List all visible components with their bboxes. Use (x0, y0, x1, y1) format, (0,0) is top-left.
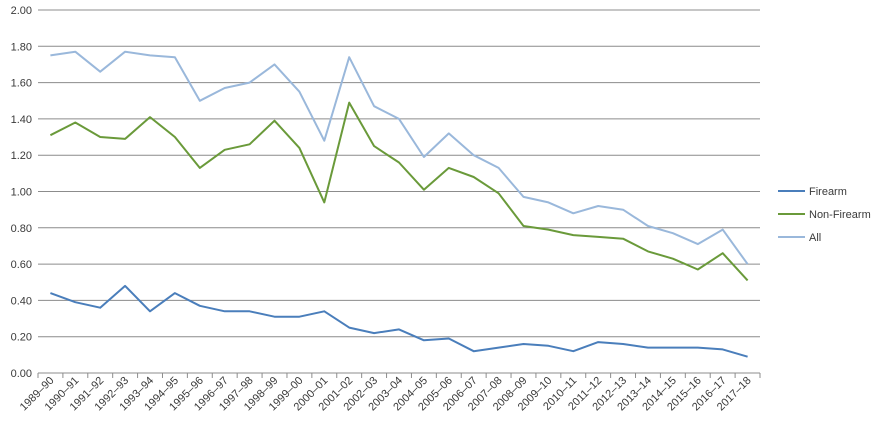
legend-label: Non-Firearm (809, 209, 871, 221)
y-tick-label: 2.00 (11, 5, 32, 17)
gridlines (38, 9, 760, 338)
y-tick-label: 1.20 (11, 150, 32, 162)
series-line-firearm (50, 284, 748, 358)
legend-label: Firearm (809, 186, 847, 198)
series-line-all (50, 50, 749, 265)
legend-label: All (809, 232, 821, 244)
y-tick-label: 0.60 (11, 259, 32, 271)
y-tick-label: 1.40 (11, 114, 32, 126)
y-tick-label: 0.40 (11, 295, 32, 307)
axes (37, 372, 761, 378)
y-tick-label: 0.80 (11, 223, 32, 235)
y-tick-label: 0.20 (11, 332, 32, 344)
y-tick-label: 0.00 (11, 368, 32, 380)
y-tick-label: 1.60 (11, 78, 32, 90)
y-tick-labels: 0.00 0.20 0.40 0.60 0.80 1.00 1.20 1.40 1.60 1.80… (11, 5, 32, 380)
legend: Firearm Non-Firearm All (778, 186, 871, 244)
y-tick-label: 1.00 (11, 187, 32, 199)
series-line-non-firearm (49, 101, 749, 282)
series-lines (49, 50, 749, 358)
y-tick-label: 1.80 (11, 41, 32, 53)
x-tick-labels: 1989–901990–911991–921992–931993–941994–… (18, 375, 754, 414)
